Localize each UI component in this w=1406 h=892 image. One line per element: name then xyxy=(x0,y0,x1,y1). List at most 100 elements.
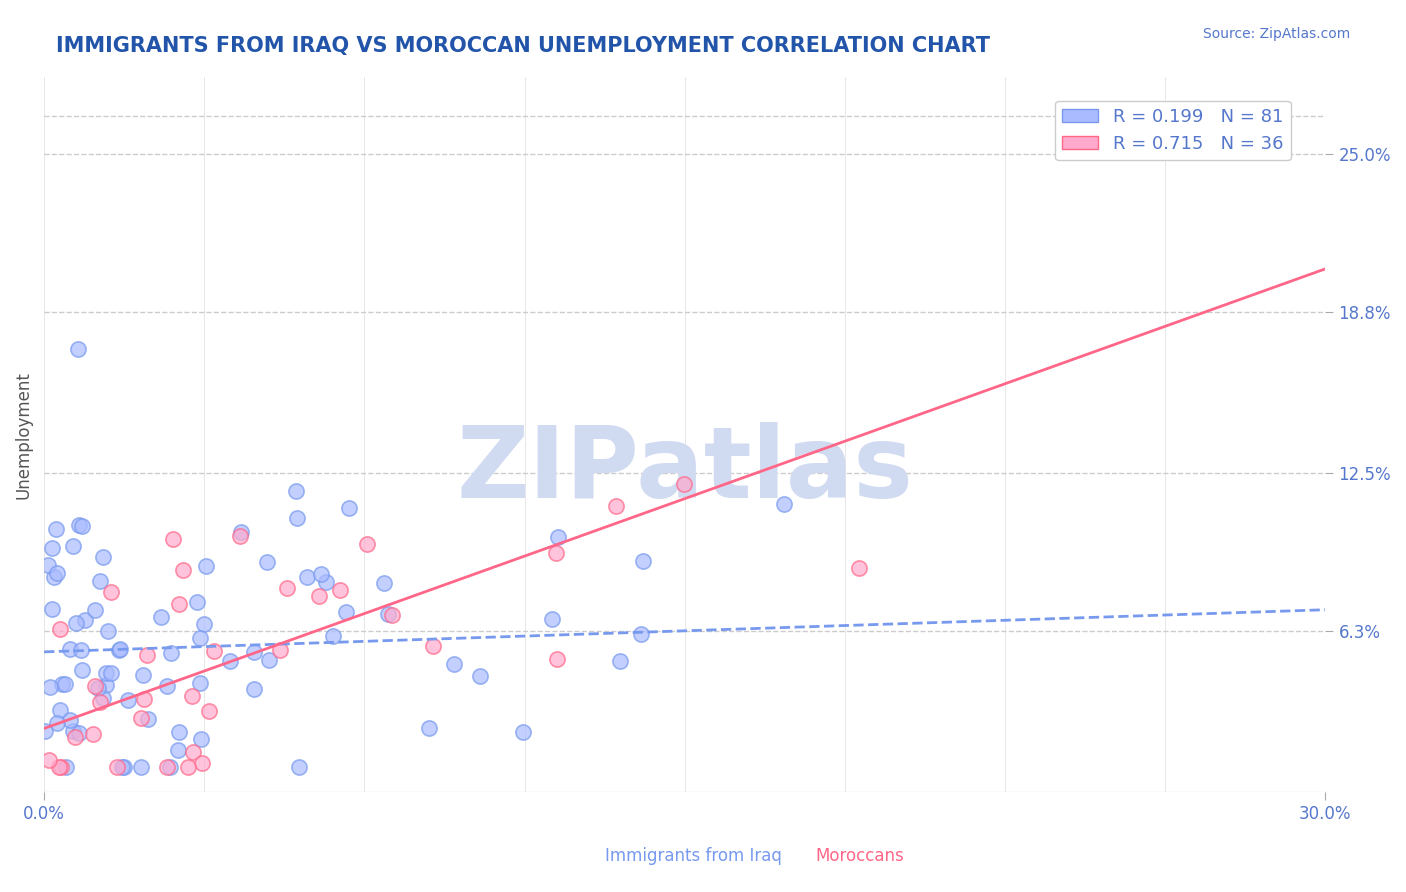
Immigrants from Iraq xyxy=(84,603,107,617)
Immigrants from Iraq xyxy=(111,760,134,774)
Text: Immigrants from Iraq: Immigrants from Iraq xyxy=(605,847,782,865)
Moroccans xyxy=(546,546,568,560)
Immigrants from Iraq xyxy=(41,602,63,616)
Immigrants from Iraq xyxy=(512,725,534,739)
Moroccans xyxy=(82,727,104,741)
Immigrants from Iraq xyxy=(373,575,395,590)
Moroccans xyxy=(167,597,190,611)
Immigrants from Iraq xyxy=(194,558,217,573)
Moroccans xyxy=(605,500,627,514)
Moroccans xyxy=(132,692,155,706)
Immigrants from Iraq xyxy=(335,605,357,619)
Immigrants from Iraq xyxy=(188,676,211,690)
Y-axis label: Unemployment: Unemployment xyxy=(15,371,32,499)
Immigrants from Iraq xyxy=(39,680,62,694)
Immigrants from Iraq xyxy=(541,612,564,626)
Immigrants from Iraq xyxy=(218,654,240,668)
Immigrants from Iraq xyxy=(67,518,90,533)
Moroccans xyxy=(191,756,214,771)
Immigrants from Iraq xyxy=(285,511,308,525)
Moroccans xyxy=(89,695,111,709)
Immigrants from Iraq xyxy=(315,575,337,590)
Moroccans xyxy=(546,652,568,666)
Immigrants from Iraq xyxy=(87,681,110,695)
Immigrants from Iraq xyxy=(631,554,654,568)
Immigrants from Iraq xyxy=(468,669,491,683)
Moroccans xyxy=(49,623,72,637)
Immigrants from Iraq xyxy=(337,501,360,516)
Text: Source: ZipAtlas.com: Source: ZipAtlas.com xyxy=(1202,27,1350,41)
Immigrants from Iraq xyxy=(97,624,120,638)
Moroccans xyxy=(49,760,72,774)
Immigrants from Iraq xyxy=(129,760,152,774)
Moroccans xyxy=(135,648,157,663)
Immigrants from Iraq xyxy=(59,714,82,728)
Immigrants from Iraq xyxy=(94,678,117,692)
Immigrants from Iraq xyxy=(73,613,96,627)
Moroccans xyxy=(181,745,204,759)
Moroccans xyxy=(131,711,153,725)
Immigrants from Iraq xyxy=(62,724,84,739)
Text: Moroccans: Moroccans xyxy=(815,847,904,865)
Moroccans xyxy=(100,584,122,599)
Immigrants from Iraq xyxy=(44,570,66,584)
Moroccans xyxy=(38,753,60,767)
Moroccans xyxy=(848,561,870,575)
Immigrants from Iraq xyxy=(70,643,93,657)
Immigrants from Iraq xyxy=(149,610,172,624)
Immigrants from Iraq xyxy=(773,497,796,511)
Immigrants from Iraq xyxy=(167,724,190,739)
Immigrants from Iraq xyxy=(295,570,318,584)
Moroccans xyxy=(269,643,291,657)
Immigrants from Iraq xyxy=(186,595,208,609)
Moroccans xyxy=(356,537,378,551)
Immigrants from Iraq xyxy=(46,566,69,581)
Immigrants from Iraq xyxy=(256,555,278,569)
Immigrants from Iraq xyxy=(108,641,131,656)
Moroccans xyxy=(177,760,200,774)
Moroccans xyxy=(63,731,86,745)
Moroccans xyxy=(308,589,330,603)
Moroccans xyxy=(172,563,194,577)
Immigrants from Iraq xyxy=(242,681,264,696)
Immigrants from Iraq xyxy=(41,541,63,555)
Immigrants from Iraq xyxy=(91,549,114,564)
Immigrants from Iraq xyxy=(59,642,82,657)
Moroccans xyxy=(84,679,107,693)
Immigrants from Iraq xyxy=(37,558,59,572)
Legend: R = 0.199   N = 81, R = 0.715   N = 36: R = 0.199 N = 81, R = 0.715 N = 36 xyxy=(1054,101,1291,161)
Immigrants from Iraq xyxy=(67,343,90,357)
Immigrants from Iraq xyxy=(377,607,399,621)
Moroccans xyxy=(673,476,696,491)
Text: IMMIGRANTS FROM IRAQ VS MOROCCAN UNEMPLOYMENT CORRELATION CHART: IMMIGRANTS FROM IRAQ VS MOROCCAN UNEMPLO… xyxy=(56,36,990,55)
Immigrants from Iraq xyxy=(53,677,76,691)
Immigrants from Iraq xyxy=(547,530,569,544)
Immigrants from Iraq xyxy=(188,631,211,645)
Immigrants from Iraq xyxy=(229,524,252,539)
Immigrants from Iraq xyxy=(108,643,131,657)
Immigrants from Iraq xyxy=(418,721,440,735)
Moroccans xyxy=(202,644,225,658)
Immigrants from Iraq xyxy=(67,726,90,740)
Moroccans xyxy=(329,583,352,598)
Immigrants from Iraq xyxy=(70,663,93,677)
Immigrants from Iraq xyxy=(91,690,114,705)
Immigrants from Iraq xyxy=(609,654,631,668)
Immigrants from Iraq xyxy=(257,653,280,667)
Immigrants from Iraq xyxy=(65,615,87,630)
Immigrants from Iraq xyxy=(96,665,118,680)
Moroccans xyxy=(181,690,204,704)
Immigrants from Iraq xyxy=(112,760,135,774)
Moroccans xyxy=(276,581,298,595)
Immigrants from Iraq xyxy=(70,519,93,533)
Immigrants from Iraq xyxy=(117,693,139,707)
Immigrants from Iraq xyxy=(136,712,159,726)
Text: ZIPatlas: ZIPatlas xyxy=(456,422,912,519)
Immigrants from Iraq xyxy=(322,628,344,642)
Immigrants from Iraq xyxy=(156,679,179,693)
Immigrants from Iraq xyxy=(288,760,311,774)
Moroccans xyxy=(229,529,252,543)
Immigrants from Iraq xyxy=(49,703,72,717)
Immigrants from Iraq xyxy=(630,627,652,641)
Immigrants from Iraq xyxy=(100,665,122,680)
